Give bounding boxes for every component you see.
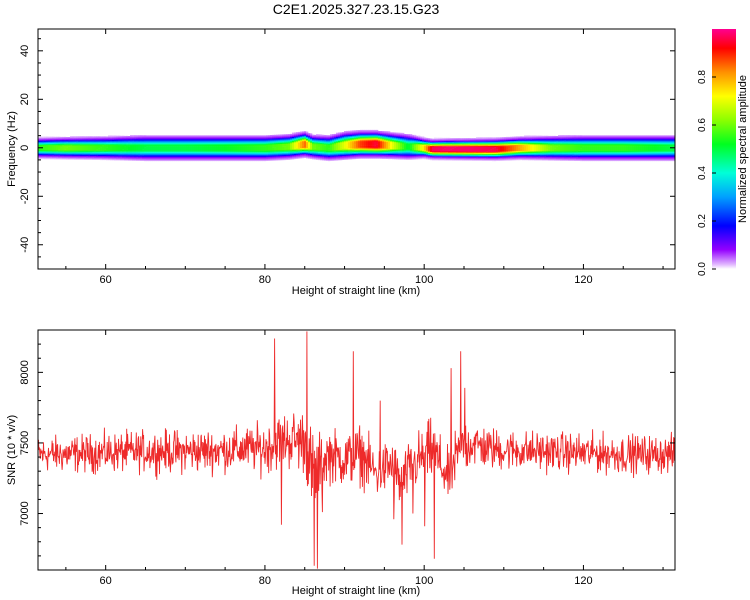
snr-y-tick-label: 7500: [19, 431, 31, 455]
colorbar-ticks: 0.0 0.2 0.4 0.6 0.8: [697, 70, 716, 276]
snr-y-tick-label: 8000: [19, 360, 31, 384]
spectrogram-panel: 60 80 100 120 40 20 0 -20 -40 Height of straight…: [6, 28, 676, 297]
chart-title: C2E1.2025.327.23.15.G23: [273, 1, 440, 17]
spectrogram-y-axis-label: Frequency (Hz): [6, 111, 18, 187]
spectrogram-x-tick-label: 80: [259, 274, 271, 286]
spectrogram-y-tick-label: -40: [19, 237, 31, 253]
spectrogram-ticks: 60 80 100 120 40 20 0 -20 -40: [19, 29, 675, 286]
colorbar-tick-label: 0.0: [697, 262, 708, 276]
spectrogram-x-axis-label: Height of straight line (km): [292, 285, 420, 297]
colorbar-tick-label: 0.6: [697, 118, 708, 132]
spectrogram-y-tick-label: 20: [19, 93, 31, 105]
snr-x-tick-label: 120: [574, 575, 592, 587]
colorbar-tick-label: 0.4: [697, 166, 708, 180]
colorbar-tick-label: 0.2: [697, 214, 708, 228]
snr-y-tick-label: 7000: [19, 501, 31, 525]
colorbar-gradient: [712, 29, 736, 269]
colorbar-label: Normalized spectral amplitude: [737, 75, 749, 223]
snr-series: [38, 331, 675, 569]
spectrogram-heatmap: [38, 129, 675, 162]
spectrogram-x-tick-label: 100: [415, 274, 433, 286]
snr-x-tick-label: 80: [259, 575, 271, 587]
snr-ticks: 60 80 100 120 8000 7500 7000: [19, 330, 675, 587]
snr-panel: 60 80 100 120 8000 7500 7000 Height of straigh…: [6, 329, 676, 597]
snr-line: [38, 331, 675, 569]
colorbar-tick-label: 0.8: [697, 70, 708, 84]
snr-x-tick-label: 60: [100, 575, 112, 587]
snr-x-tick-label: 100: [415, 575, 433, 587]
snr-y-axis-label: SNR (10 * v/v): [6, 415, 18, 485]
spectrogram-x-tick-label: 60: [100, 274, 112, 286]
snr-x-axis-label: Height of straight line (km): [292, 585, 420, 597]
spectrogram-y-tick-label: 0: [19, 145, 31, 151]
spectrogram-y-tick-label: 40: [19, 45, 31, 57]
snr-frame: [37, 329, 676, 571]
colorbar: 0.0 0.2 0.4 0.6 0.8 Normalized spectral ampl…: [697, 29, 749, 276]
spectrogram-x-tick-label: 120: [574, 274, 592, 286]
spectrogram-frame: [37, 28, 676, 270]
spectrogram-y-tick-label: -20: [19, 188, 31, 204]
